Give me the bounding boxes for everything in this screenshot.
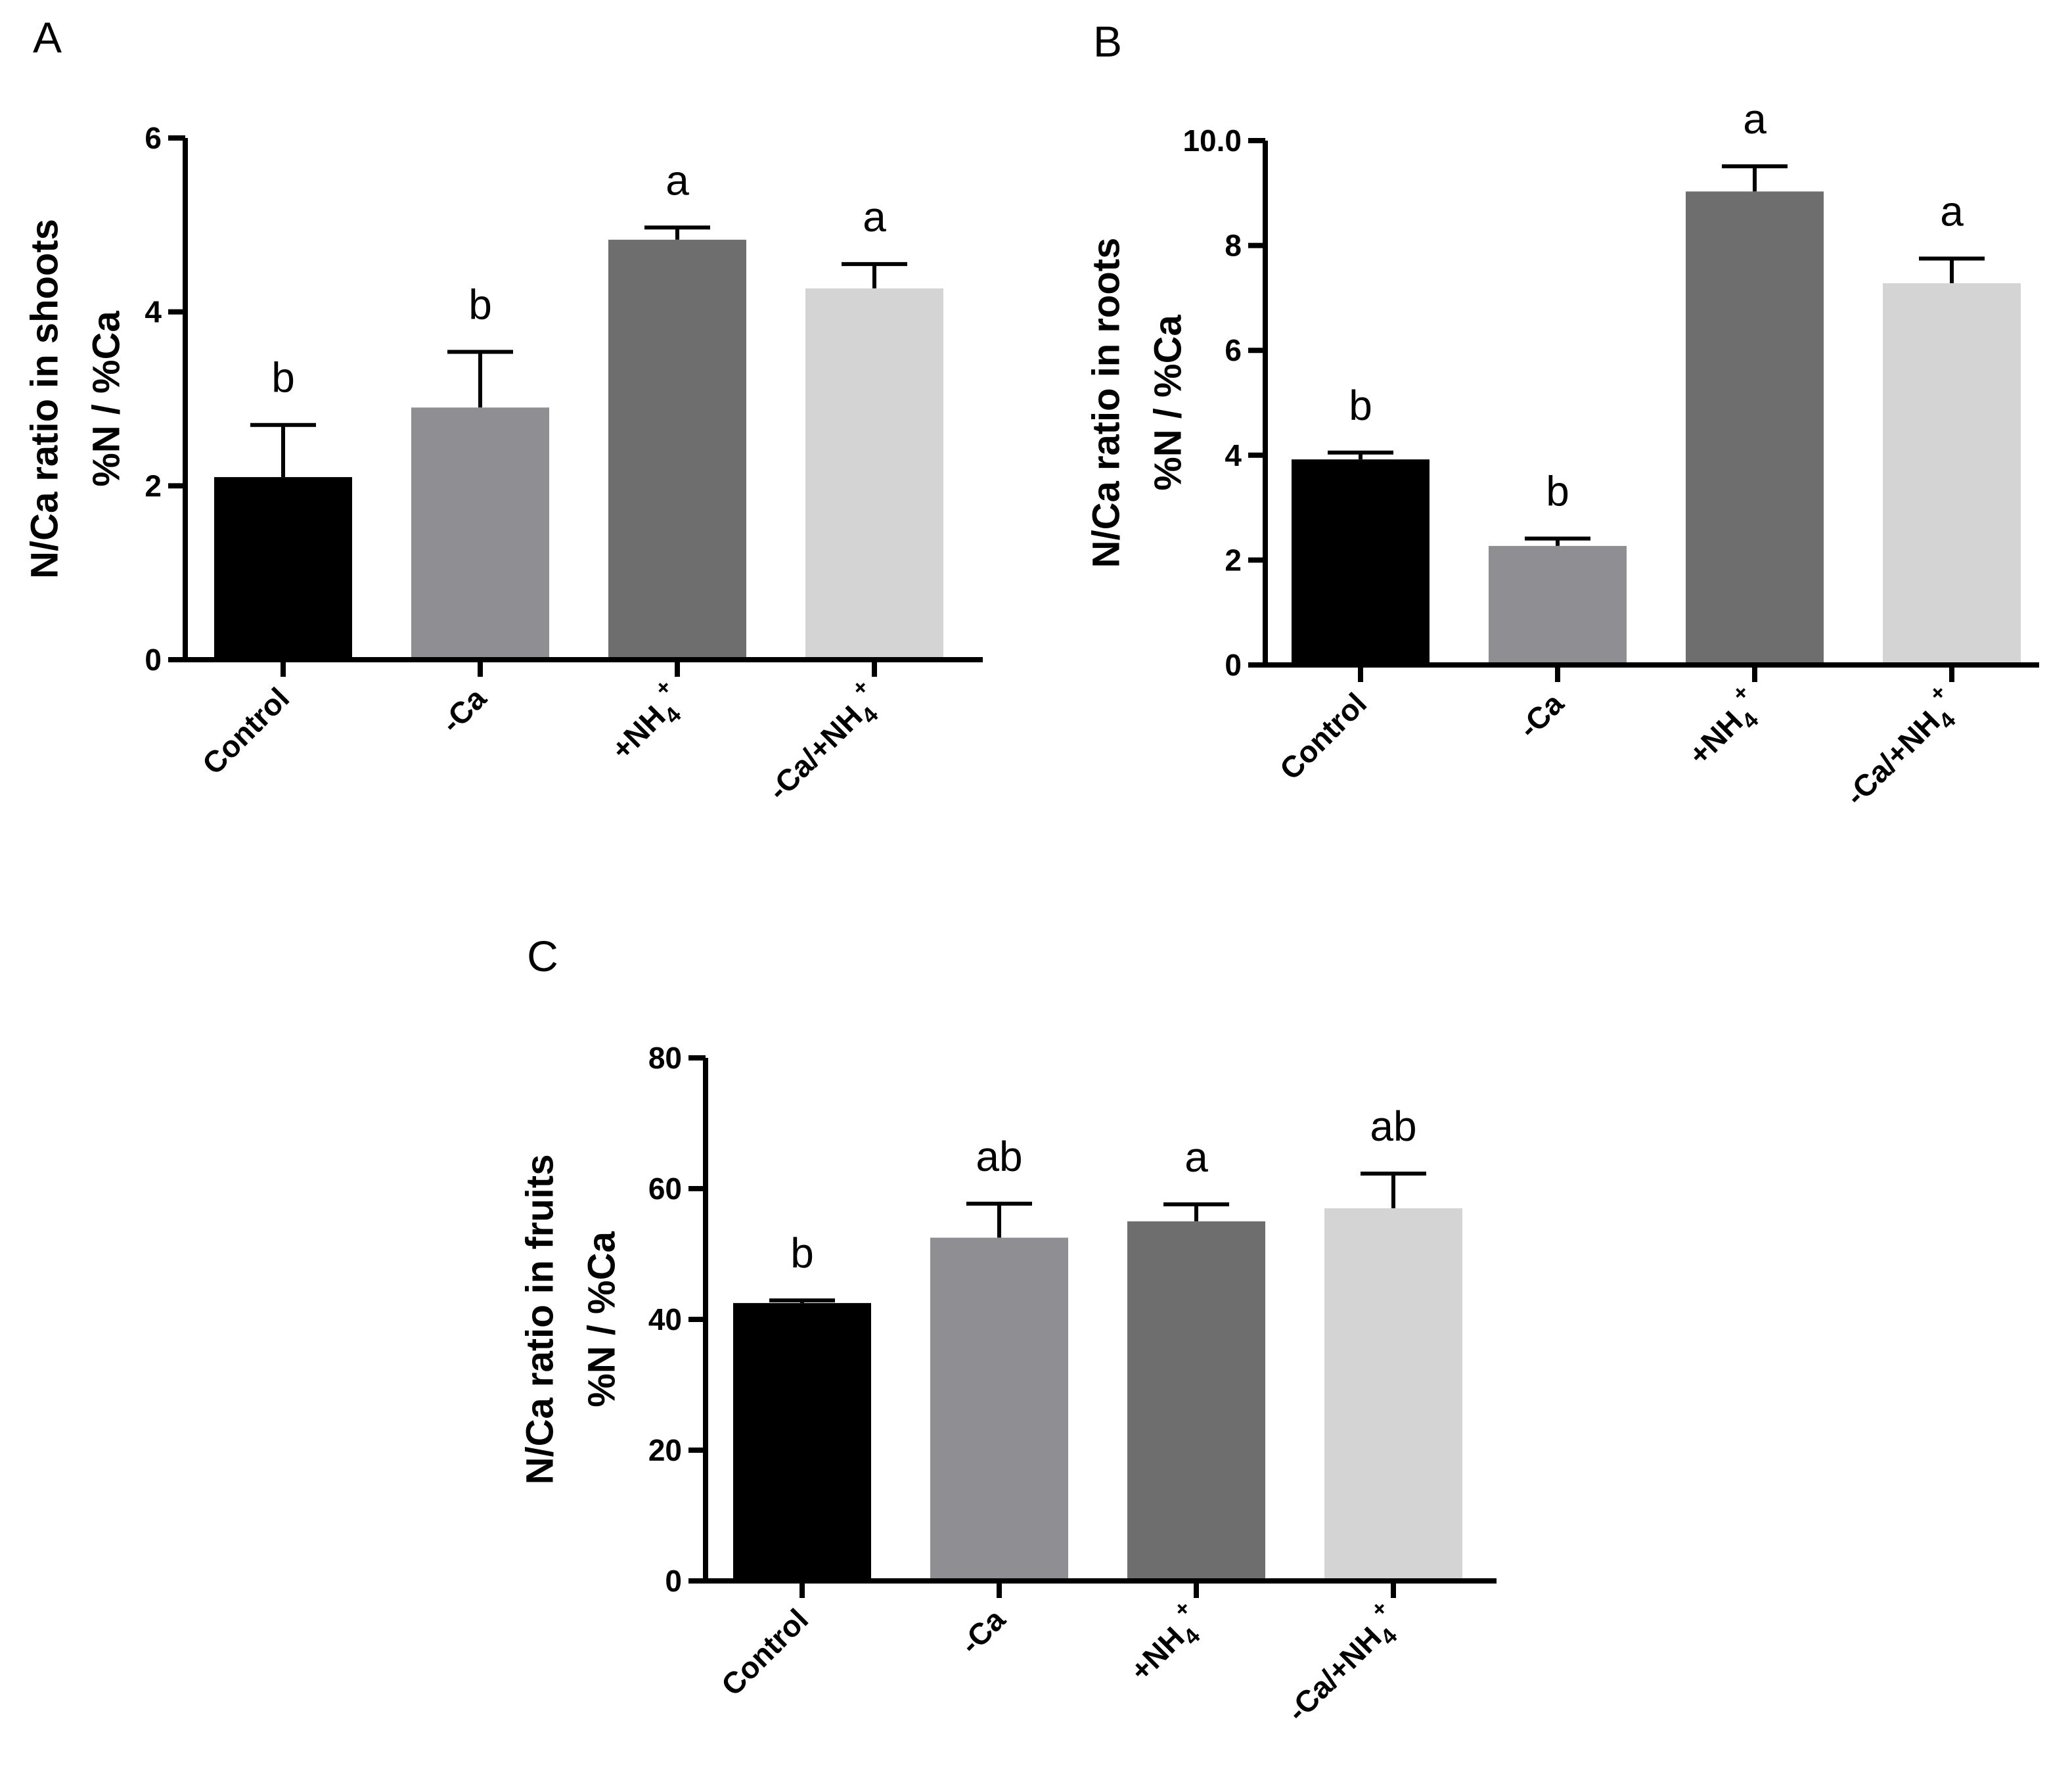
- y-tick-label: 2: [145, 468, 162, 503]
- y-tick-label: 20: [648, 1433, 682, 1467]
- significance-label: a: [863, 193, 886, 240]
- bar-ca-nh: [1324, 1208, 1462, 1581]
- significance-label: b: [1349, 382, 1372, 429]
- panel-label: B: [1093, 17, 1122, 66]
- y-tick-label: 10.0: [1182, 124, 1242, 158]
- bar-ca: [930, 1237, 1068, 1581]
- y-axis-label-line-2: %N / %Ca: [85, 311, 128, 487]
- y-axis-label-line-2: %N / %Ca: [1147, 315, 1190, 491]
- x-tick-label: -Ca: [953, 1602, 1012, 1660]
- y-axis-label-line-1: N/Ca ratio in roots: [1085, 238, 1128, 568]
- x-tick-label: -Ca: [434, 681, 493, 739]
- panel-label: A: [33, 13, 62, 62]
- error-bar-nh: [644, 225, 710, 240]
- bar-nh: [608, 239, 746, 660]
- x-tick-label: Control: [196, 681, 296, 781]
- bar-control: [214, 477, 352, 660]
- y-tick-label: 0: [1225, 648, 1242, 682]
- error-bar-ca-nh: [1919, 256, 1985, 284]
- bar-nh: [1127, 1221, 1265, 1581]
- error-bar-nh: [1163, 1202, 1229, 1221]
- significance-label: ab: [976, 1133, 1022, 1180]
- y-tick-label: 6: [1225, 333, 1242, 367]
- y-axis-label-line-1: N/Ca ratio in fruits: [519, 1154, 562, 1485]
- x-tick-label: -Ca: [1512, 686, 1570, 744]
- significance-label: a: [665, 156, 689, 204]
- bar-ca-nh: [805, 288, 943, 660]
- y-axis-label-line-1: N/Ca ratio in shoots: [24, 219, 66, 579]
- error-bar-control: [769, 1298, 835, 1304]
- significance-label: b: [468, 281, 492, 329]
- y-tick-label: 2: [1225, 543, 1242, 577]
- bar-control: [1292, 459, 1430, 665]
- significance-label: b: [271, 354, 295, 401]
- error-bar-control: [1328, 450, 1393, 460]
- panel-label: C: [527, 932, 558, 980]
- bar-ca: [411, 407, 549, 660]
- x-tick-label: Control: [715, 1602, 815, 1702]
- bar-nh: [1686, 191, 1824, 665]
- x-tick-label: +NH4+: [1675, 679, 1773, 777]
- y-axis-label-line-2: %N / %Ca: [581, 1231, 623, 1407]
- y-tick-label: 40: [648, 1302, 682, 1336]
- y-tick-label: 0: [145, 643, 162, 677]
- x-tick-label: -Ca/+NH4+: [755, 674, 893, 812]
- error-bar-ca-nh: [1361, 1172, 1426, 1208]
- x-tick-label: -Ca/+NH4+: [1274, 1595, 1412, 1733]
- significance-label: a: [1940, 188, 1964, 235]
- significance-label: ab: [1370, 1103, 1416, 1150]
- error-bar-ca: [1525, 536, 1590, 546]
- significance-label: b: [790, 1229, 814, 1277]
- y-tick-label: 60: [648, 1172, 682, 1206]
- bar-ca: [1489, 545, 1627, 665]
- significance-label: b: [1546, 468, 1569, 515]
- bar-ca-nh: [1883, 283, 2021, 665]
- y-tick-label: 4: [1225, 438, 1242, 472]
- error-bar-nh: [1722, 164, 1788, 192]
- y-tick-label: 6: [145, 121, 162, 155]
- error-bar-control: [250, 422, 316, 478]
- error-bar-ca: [966, 1201, 1032, 1238]
- significance-label: a: [1743, 95, 1767, 143]
- x-tick-label: Control: [1273, 686, 1373, 786]
- y-tick-label: 8: [1225, 229, 1242, 263]
- chart-panel-a: A N/Ca ratio in shoots %N / %Ca b Control b -C…: [24, 13, 983, 812]
- error-bar-ca-nh: [842, 262, 907, 288]
- chart-panel-c: C N/Ca ratio in fruits %N / %Ca b Control ab -…: [519, 932, 1497, 1733]
- y-tick-label: 4: [145, 295, 162, 329]
- x-tick-label: +NH4+: [598, 674, 696, 772]
- error-bar-ca: [447, 350, 513, 408]
- significance-label: a: [1184, 1133, 1208, 1181]
- bar-control: [733, 1303, 871, 1581]
- x-tick-label: +NH4+: [1117, 1595, 1215, 1693]
- y-tick-label: 0: [665, 1564, 682, 1598]
- chart-panel-b: B N/Ca ratio in roots %N / %Ca b Control b -Ca…: [1085, 17, 2039, 817]
- x-tick-label: -Ca/+NH4+: [1832, 679, 1970, 817]
- y-tick-label: 80: [648, 1041, 682, 1075]
